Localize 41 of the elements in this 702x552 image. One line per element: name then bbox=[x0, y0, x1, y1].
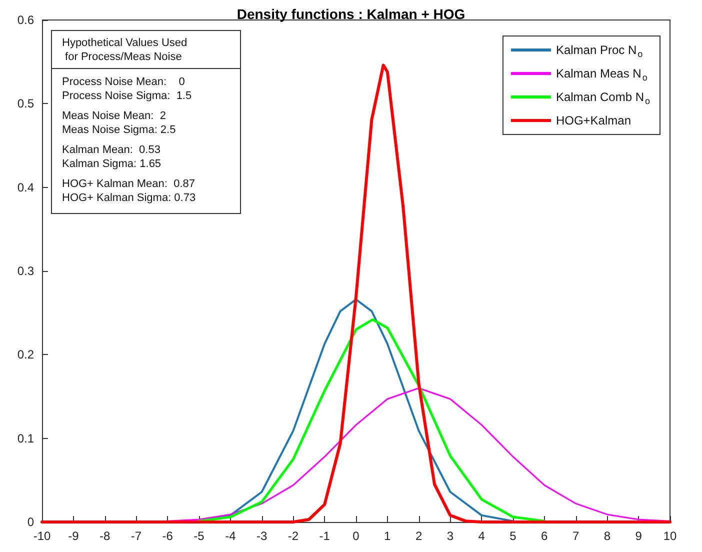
y-tick-label: 0.5 bbox=[17, 96, 34, 111]
x-tick-label: -5 bbox=[194, 529, 205, 543]
annotation: Meas Noise Mean: 2 bbox=[62, 109, 167, 123]
x-tick-label: 9 bbox=[635, 529, 642, 543]
annotation: for Process/Meas Noise bbox=[64, 50, 183, 64]
x-tick-label: 6 bbox=[541, 529, 548, 543]
annotation: Kalman Sigma: 1.65 bbox=[62, 157, 162, 171]
x-tick-label: -7 bbox=[130, 529, 142, 543]
annotation: Process Noise Sigma: 1.5 bbox=[62, 89, 193, 103]
y-tick-label: 0.3 bbox=[17, 264, 34, 278]
legend-label: HOG+Kalman bbox=[556, 114, 631, 128]
annotation: Meas Noise Sigma: 2.5 bbox=[62, 123, 177, 137]
y-tick-label: 0.2 bbox=[17, 348, 34, 362]
annotation: HOG+ Kalman Sigma: 0.73 bbox=[62, 191, 197, 205]
x-tick-label: -4 bbox=[225, 529, 236, 543]
x-tick-label: 7 bbox=[572, 529, 580, 543]
x-tick-label: 8 bbox=[604, 529, 611, 543]
x-tick-label: -9 bbox=[68, 529, 80, 543]
x-tick-label: 5 bbox=[510, 529, 517, 543]
x-tick-label: 0 bbox=[352, 529, 360, 543]
annotation: Kalman Mean: 0.53 bbox=[62, 143, 162, 157]
x-tick-label: 3 bbox=[446, 529, 454, 543]
chart-title: Density functions : Kalman + HOG bbox=[236, 6, 466, 22]
annotation: HOG+ Kalman Mean: 0.87 bbox=[62, 177, 196, 191]
x-tick-label: -2 bbox=[288, 529, 299, 543]
x-tick-label: 10 bbox=[663, 529, 677, 543]
annotation: Hypothetical Values Used bbox=[62, 36, 188, 50]
x-tick-label: 1 bbox=[384, 529, 392, 543]
x-tick-label: 2 bbox=[415, 529, 422, 543]
x-tick-label: -3 bbox=[256, 529, 268, 543]
x-tick-label: 4 bbox=[478, 529, 486, 543]
x-tick-label: -10 bbox=[33, 529, 51, 543]
line-series bbox=[198, 318, 546, 522]
y-tick-label: 0.1 bbox=[17, 431, 34, 446]
annotation: Process Noise Mean: 0 bbox=[62, 75, 186, 89]
x-tick-label: -1 bbox=[319, 529, 330, 543]
x-tick-label: -8 bbox=[99, 529, 110, 543]
y-tick-label: 0.6 bbox=[17, 13, 34, 27]
y-tick-label: 0.4 bbox=[17, 180, 34, 194]
x-tick-label: -6 bbox=[162, 529, 174, 543]
y-tick-label: 0 bbox=[27, 515, 34, 529]
